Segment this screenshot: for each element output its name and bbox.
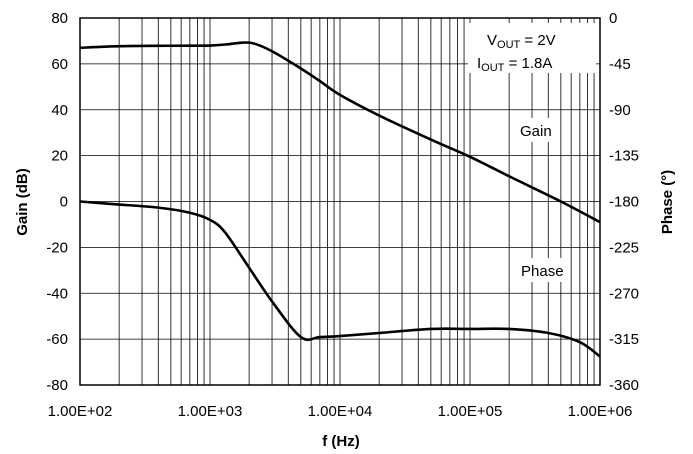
gain-label-backdrop xyxy=(514,118,560,142)
phase-curve xyxy=(79,200,601,358)
vout-prefix: V xyxy=(487,32,497,49)
right-tick-label: -270 xyxy=(609,285,639,302)
right-axis-title: Phase (°) xyxy=(659,170,676,234)
x-tick-label: 1.00E+02 xyxy=(48,403,113,420)
vout-annotation: VOUT = 2V xyxy=(487,32,556,51)
right-tick-label: -180 xyxy=(609,194,639,211)
right-tick-label: -315 xyxy=(609,331,639,348)
left-axis-title: Gain (dB) xyxy=(14,168,31,236)
iout-value: = 1.8A xyxy=(504,55,552,72)
left-tick-label: -20 xyxy=(46,239,68,256)
gain-series-label: Gain xyxy=(520,123,552,140)
phase-label-backdrop xyxy=(514,258,570,282)
right-tick-labels: 0 -45 -90 -135 -180 -225 -270 -315 -360 xyxy=(609,10,639,394)
vout-subscript: OUT xyxy=(497,39,521,51)
left-tick-label: -60 xyxy=(46,331,68,348)
gain-curve xyxy=(79,41,601,224)
left-tick-label: 0 xyxy=(60,194,68,211)
iout-subscript: OUT xyxy=(481,62,505,74)
right-tick-label: -90 xyxy=(609,102,631,119)
right-tick-label: -360 xyxy=(609,377,639,394)
vout-value: = 2V xyxy=(520,32,555,49)
x-tick-label: 1.00E+03 xyxy=(178,403,243,420)
plot-frame xyxy=(79,17,601,386)
right-tick-label: -135 xyxy=(609,148,639,165)
left-tick-label: 60 xyxy=(51,56,68,73)
iout-prefix: I xyxy=(477,55,481,72)
annotation-backdrop xyxy=(468,23,596,73)
x-tick-labels: 1.00E+02 1.00E+03 1.00E+04 1.00E+05 1.00E+06 xyxy=(48,403,633,420)
x-tick-label: 1.00E+06 xyxy=(568,403,633,420)
right-tick-label: -45 xyxy=(609,56,631,73)
left-tick-label: 40 xyxy=(51,102,68,119)
data-curves xyxy=(79,41,601,358)
left-tick-label: 80 xyxy=(51,10,68,27)
x-axis-title: f (Hz) xyxy=(322,433,360,450)
left-tick-label: -40 xyxy=(46,285,68,302)
iout-annotation: IOUT = 1.8A xyxy=(477,55,552,74)
x-tick-label: 1.00E+05 xyxy=(438,403,503,420)
left-tick-labels: 80 60 40 20 0 -20 -40 -60 -80 xyxy=(46,10,68,394)
x-tick-label: 1.00E+04 xyxy=(308,403,373,420)
phase-series-label: Phase xyxy=(521,263,564,280)
right-tick-label: -225 xyxy=(609,239,639,256)
right-tick-label: 0 xyxy=(609,10,617,27)
left-tick-label: -80 xyxy=(46,377,68,394)
left-tick-label: 20 xyxy=(51,148,68,165)
